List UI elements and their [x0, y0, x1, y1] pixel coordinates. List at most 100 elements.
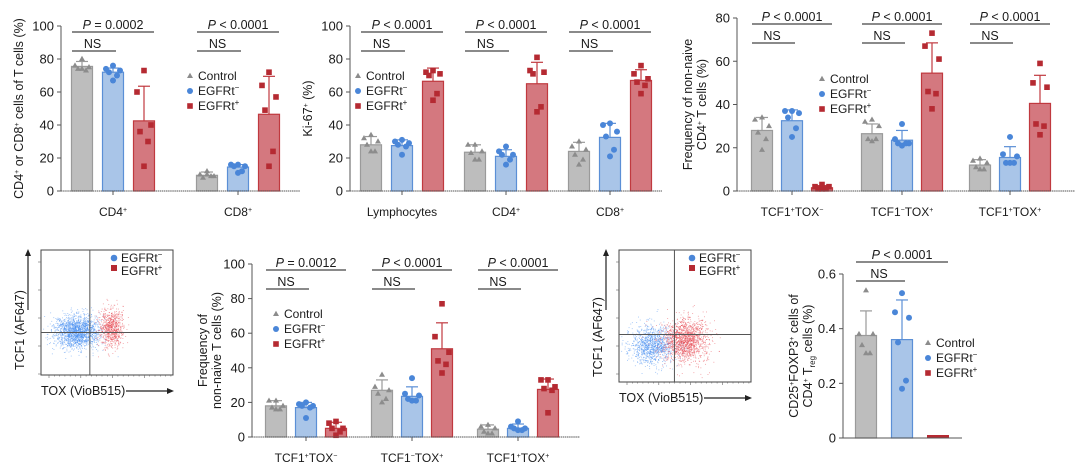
data-point	[815, 186, 821, 192]
event	[647, 337, 649, 339]
event	[119, 322, 121, 324]
event	[677, 333, 679, 335]
event	[659, 335, 660, 337]
event	[78, 342, 80, 344]
event	[114, 338, 116, 340]
event	[660, 336, 662, 338]
event	[70, 311, 72, 313]
event	[651, 344, 653, 346]
event	[54, 327, 56, 329]
event	[90, 334, 92, 336]
event	[50, 312, 52, 314]
event	[108, 328, 110, 330]
bar	[1028, 102, 1052, 192]
event	[96, 324, 98, 326]
y-tick-label: 0	[47, 184, 54, 199]
event	[82, 320, 84, 321]
event	[82, 327, 84, 329]
event	[652, 335, 653, 337]
event	[123, 324, 125, 326]
event	[660, 357, 662, 359]
event	[649, 365, 650, 367]
event	[636, 345, 638, 347]
event	[662, 347, 664, 349]
event	[676, 323, 678, 325]
event	[97, 330, 99, 331]
event	[116, 334, 118, 336]
event	[114, 317, 116, 318]
event	[85, 322, 87, 324]
event	[78, 327, 80, 329]
event	[684, 319, 686, 320]
event	[110, 325, 111, 327]
event	[80, 335, 81, 337]
event	[108, 339, 110, 341]
data-point	[1041, 123, 1047, 129]
y-tick-label: 20	[231, 395, 245, 410]
event	[77, 335, 79, 336]
event	[53, 343, 55, 345]
event	[646, 340, 648, 341]
event	[71, 329, 73, 331]
event	[644, 344, 646, 346]
event	[703, 335, 705, 337]
ns-label: NS	[873, 29, 890, 43]
event	[649, 343, 651, 345]
bar	[750, 129, 774, 192]
event	[104, 314, 106, 316]
event	[663, 326, 664, 328]
event	[85, 329, 87, 331]
event	[663, 345, 665, 347]
event	[78, 327, 80, 329]
event	[62, 334, 64, 335]
p-value: < 0.0001	[588, 18, 641, 32]
event	[695, 349, 697, 351]
event	[658, 337, 660, 339]
event	[99, 339, 101, 341]
event	[642, 345, 644, 346]
event	[92, 336, 94, 338]
event	[60, 335, 62, 337]
event	[74, 334, 76, 335]
data-point	[572, 151, 578, 157]
event	[652, 348, 654, 350]
event	[702, 340, 704, 342]
event	[86, 323, 88, 325]
event	[655, 371, 657, 373]
event	[69, 333, 71, 335]
event	[115, 323, 117, 325]
event	[84, 328, 86, 330]
event	[693, 325, 695, 327]
event	[686, 349, 687, 351]
event	[639, 330, 641, 332]
event	[43, 328, 45, 330]
data-point	[631, 71, 637, 77]
event	[682, 351, 683, 353]
event	[697, 350, 699, 351]
event	[71, 329, 73, 331]
event	[68, 341, 69, 343]
event	[670, 346, 672, 348]
event	[675, 341, 677, 343]
event	[104, 317, 106, 319]
p-italic: P	[372, 18, 381, 32]
event	[655, 357, 657, 359]
event	[662, 344, 664, 346]
event	[684, 357, 686, 359]
ns-label: NS	[477, 37, 494, 51]
event	[67, 334, 69, 336]
event	[709, 322, 711, 324]
legend-marker-control	[355, 72, 361, 78]
data-point	[375, 138, 381, 144]
event	[74, 338, 76, 339]
event	[55, 323, 57, 324]
event	[113, 325, 115, 327]
event	[652, 351, 654, 353]
event	[680, 331, 682, 333]
event	[628, 355, 630, 357]
event	[104, 341, 106, 343]
event	[96, 334, 98, 336]
event	[641, 352, 643, 354]
event	[679, 337, 681, 339]
